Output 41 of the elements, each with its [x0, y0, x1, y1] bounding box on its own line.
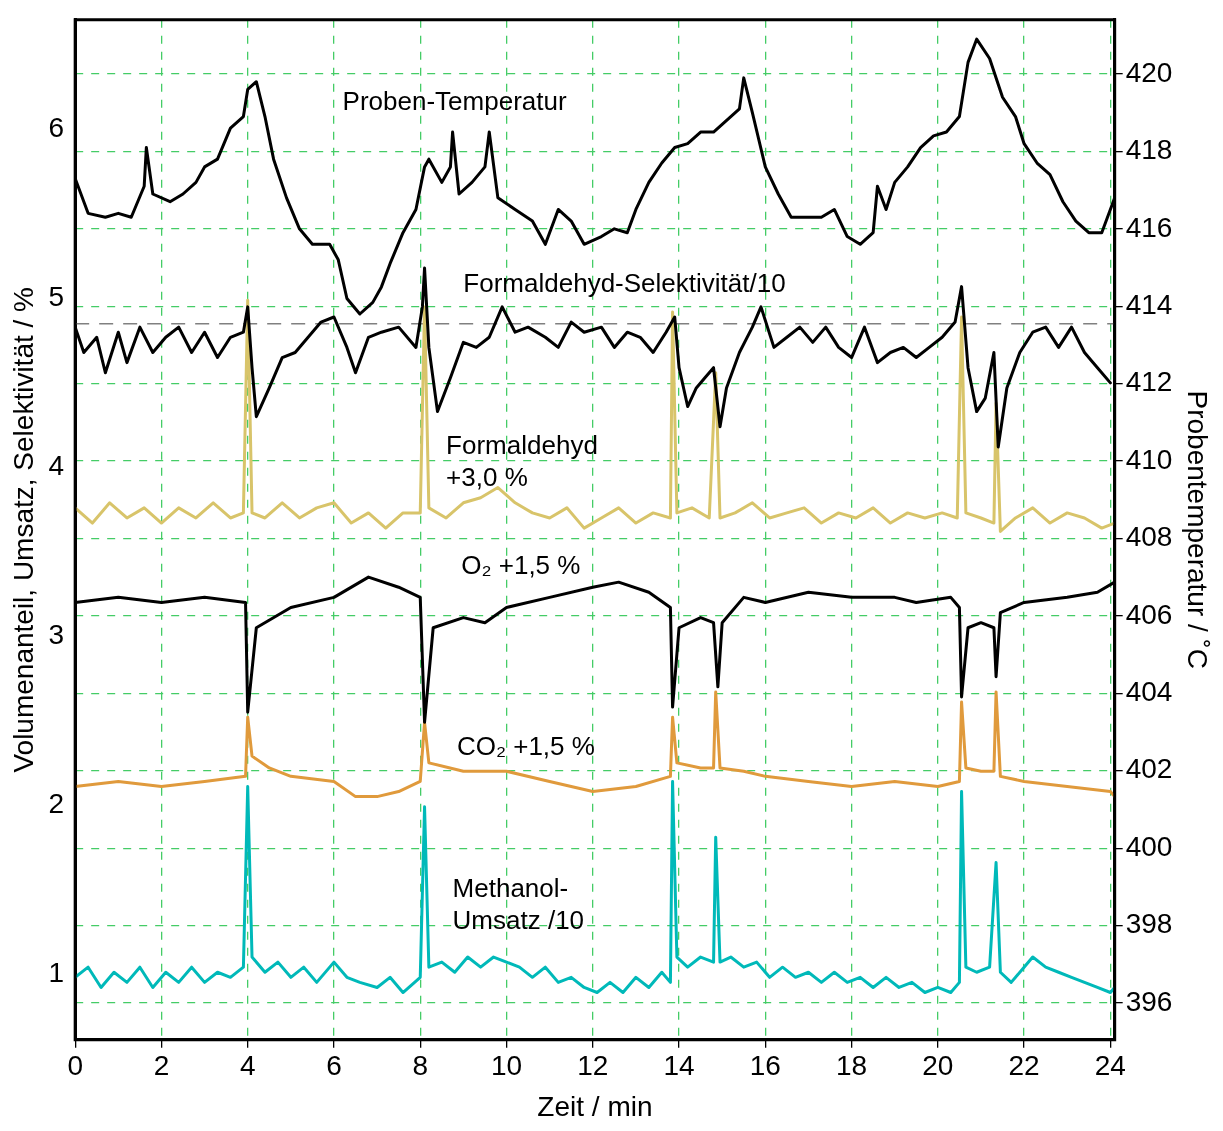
- y-tick-label: 1: [48, 956, 65, 988]
- series-label: Methanol- Umsatz /10: [452, 872, 585, 935]
- y-axis-title: Volumenanteil, Umsatz, Selektivität / %: [7, 287, 39, 773]
- y2-tick-label: 408: [1125, 521, 1173, 553]
- x-tick-label: 20: [922, 1050, 954, 1082]
- series-label: Formaldehyd-Selektivität/10: [463, 268, 786, 299]
- y2-tick-label: 410: [1125, 443, 1173, 475]
- y-tick-label: 6: [48, 112, 65, 144]
- series-label: CO₂ +1,5 %: [456, 730, 595, 761]
- x-tick-label: 16: [749, 1050, 781, 1082]
- y2-tick-label: 420: [1125, 56, 1173, 88]
- x-axis-title: Zeit / min: [537, 1090, 653, 1122]
- y2-tick-label: 418: [1125, 134, 1173, 166]
- x-tick-label: 2: [153, 1050, 170, 1082]
- x-tick-label: 24: [1094, 1050, 1126, 1082]
- y2-tick-label: 400: [1125, 830, 1173, 862]
- y2-tick-label: 398: [1125, 908, 1173, 940]
- y2-tick-label: 412: [1125, 366, 1173, 398]
- y2-axis-title: Probentemperatur / ˚C: [1182, 390, 1214, 670]
- series-label: Formaldehyd +3,0 %: [446, 430, 598, 493]
- y-tick-label: 4: [48, 450, 65, 482]
- x-tick-label: 6: [326, 1050, 342, 1082]
- x-tick-label: 0: [67, 1050, 83, 1082]
- y2-tick-label: 396: [1125, 985, 1173, 1017]
- x-tick-label: 10: [490, 1050, 523, 1082]
- y2-tick-label: 414: [1125, 288, 1173, 320]
- x-tick-label: 8: [412, 1050, 429, 1082]
- x-tick-label: 22: [1008, 1050, 1040, 1082]
- y-tick-label: 2: [48, 787, 65, 819]
- y-tick-label: 5: [48, 281, 65, 313]
- y2-tick-label: 416: [1125, 211, 1173, 243]
- x-tick-label: 14: [663, 1050, 695, 1082]
- x-tick-label: 18: [835, 1050, 868, 1082]
- y2-tick-label: 404: [1125, 676, 1173, 708]
- series-label: O₂ +1,5 %: [461, 550, 581, 581]
- y2-tick-label: 402: [1125, 753, 1173, 785]
- x-tick-label: 12: [577, 1050, 609, 1082]
- y-tick-label: 3: [48, 618, 65, 650]
- y2-tick-label: 406: [1125, 598, 1173, 630]
- series-label: Proben-Temperatur: [342, 85, 567, 116]
- x-tick-label: 4: [239, 1050, 256, 1082]
